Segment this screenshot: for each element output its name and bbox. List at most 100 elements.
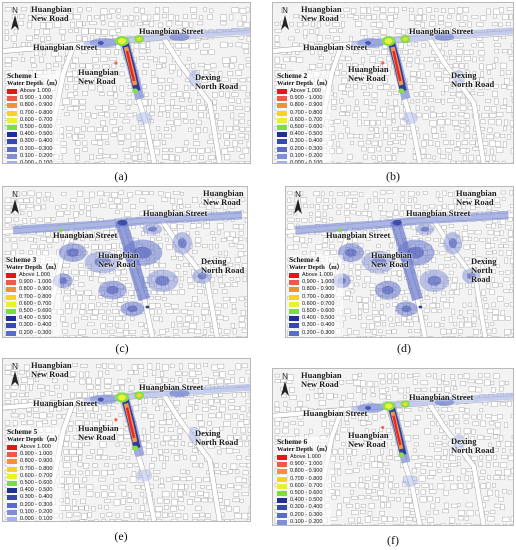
water-depth-layer bbox=[83, 27, 250, 124]
legend-swatch bbox=[6, 287, 16, 293]
legend-swatch bbox=[289, 316, 299, 322]
legend-item-label: 0.800 - 0.900 bbox=[20, 102, 53, 109]
legend-item: 0.600 - 0.700 bbox=[277, 117, 331, 124]
legend-item-label: 0.500 - 0.600 bbox=[290, 123, 323, 130]
label-huangbian-new-road-top: Huangbian New Road bbox=[301, 4, 342, 23]
legend-item-label: 0.500 - 0.600 bbox=[20, 123, 53, 130]
legend-swatch bbox=[7, 488, 17, 494]
north-arrow-icon: N bbox=[8, 190, 22, 216]
legend-swatch bbox=[277, 153, 287, 159]
legend-swatch bbox=[7, 103, 17, 109]
caption-f: (f) bbox=[387, 533, 399, 547]
legend-item: 0.300 - 0.400 bbox=[289, 322, 343, 329]
legend-item: 0.700 - 0.800 bbox=[6, 294, 60, 301]
legend-swatch bbox=[7, 473, 17, 479]
legend-item-label: 0.000 - 0.100 bbox=[20, 515, 53, 522]
legend-item-label: 0.400 - 0.500 bbox=[20, 487, 53, 494]
legend-swatch bbox=[277, 125, 287, 131]
label-huangbian-street-left: Huangbian Street bbox=[33, 42, 98, 52]
legend-item-label: 0.700 - 0.800 bbox=[290, 109, 323, 116]
legend-item: 0.600 - 0.700 bbox=[289, 301, 343, 308]
legend-item-label: 0.100 - 0.200 bbox=[20, 152, 53, 159]
legend-swatch bbox=[277, 491, 287, 497]
legend-item: 0.900 - 1.000 bbox=[6, 279, 60, 286]
label-huangbian-new-road: Huangbian New Road bbox=[371, 250, 412, 269]
legend-swatch bbox=[7, 132, 17, 138]
scheme-label: Scheme 2 bbox=[277, 71, 308, 80]
legend-item-label: 0.700 - 0.800 bbox=[20, 109, 53, 116]
legend-item-label: 0.500 - 0.600 bbox=[290, 489, 323, 496]
legend-item-label: 0.100 - 0.200 bbox=[20, 508, 53, 515]
label-huangbian-new-road: Huangbian New Road bbox=[78, 67, 119, 86]
legend-item: 0.400 - 0.500 bbox=[277, 497, 331, 504]
map-panel-scheme-5: N Huangbian New Road Huangbian Street Huang… bbox=[2, 358, 251, 522]
legend-swatch bbox=[277, 96, 287, 102]
label-huangbian-street-left: Huangbian Street bbox=[303, 42, 368, 52]
legend-swatch bbox=[6, 330, 16, 336]
legend-swatch bbox=[277, 160, 287, 163]
legend-swatch bbox=[289, 280, 299, 286]
legend-item-label: 0.100 - 0.200 bbox=[19, 337, 51, 338]
legend-item: 0.500 - 0.600 bbox=[6, 308, 60, 315]
legend-item: 0.200 - 0.300 bbox=[7, 146, 61, 153]
legend-swatch bbox=[7, 110, 17, 116]
scheme-label: Scheme 3 bbox=[6, 255, 37, 264]
legend-item-label: 0.900 - 1.000 bbox=[20, 451, 53, 458]
map-panel-scheme-6: N Huangbian New Road Huangbian Street Huang… bbox=[272, 368, 514, 526]
north-arrow-icon: N bbox=[8, 6, 22, 32]
label-huangbian-street-right: Huangbian Street bbox=[139, 26, 204, 36]
north-label: N bbox=[295, 190, 301, 199]
map-panel-scheme-2: N Huangbian New Road Huangbian Street Huang… bbox=[272, 2, 514, 164]
legend-item: 0.100 - 0.200 bbox=[289, 337, 343, 338]
legend-swatch bbox=[6, 273, 16, 279]
scheme-label: Scheme 4 bbox=[289, 255, 320, 264]
legend-swatch bbox=[7, 96, 17, 102]
legend-item-label: 0.300 - 0.400 bbox=[302, 322, 335, 329]
label-dexing-north-road: Dexing North Road bbox=[451, 436, 495, 455]
legend-item: 0.700 - 0.800 bbox=[7, 466, 61, 473]
water-depth-legend: Scheme 1 Water Depth（m） Above 1.000 0.900 -… bbox=[7, 71, 62, 163]
legend-item-label: Above 1.000 bbox=[19, 272, 50, 278]
legend-swatch bbox=[6, 294, 16, 300]
legend-swatch bbox=[7, 516, 17, 521]
water-depth-legend: Scheme 5 Water Depth（m） Above 1.000 0.900 -… bbox=[7, 427, 62, 522]
legend-item-label: 0.700 - 0.800 bbox=[302, 293, 335, 300]
legend-swatch bbox=[7, 117, 17, 123]
legend-item: 0.200 - 0.300 bbox=[277, 146, 331, 153]
legend-item: 0.800 - 0.900 bbox=[7, 102, 61, 109]
legend-item: 0.900 - 1.000 bbox=[277, 461, 331, 468]
legend-item-label: 0.500 - 0.600 bbox=[302, 307, 335, 314]
legend-swatch bbox=[7, 125, 17, 131]
legend-item: 0.900 - 1.000 bbox=[277, 95, 331, 102]
legend-swatch bbox=[277, 476, 287, 482]
scheme-label: Scheme 1 bbox=[7, 71, 38, 80]
legend-item-label: Above 1.000 bbox=[20, 88, 51, 94]
water-depth-layer bbox=[83, 383, 250, 482]
scheme-label: Scheme 5 bbox=[7, 427, 38, 436]
caption-e: (e) bbox=[114, 529, 128, 543]
legend-item-label: 0.500 - 0.600 bbox=[20, 479, 53, 486]
legend-item: 0.500 - 0.600 bbox=[7, 480, 61, 487]
legend-item-label: Above 1.000 bbox=[290, 454, 321, 460]
water-depth-layer bbox=[350, 392, 513, 487]
north-arrow-icon: N bbox=[8, 362, 22, 388]
legend-item: 0.600 - 0.700 bbox=[6, 301, 60, 308]
legend-swatch bbox=[7, 160, 17, 163]
legend-swatch bbox=[277, 469, 287, 475]
legend-item-label: 0.200 - 0.300 bbox=[290, 511, 323, 518]
legend-swatch bbox=[7, 452, 17, 458]
label-huangbian-new-road: Huangbian New Road bbox=[78, 423, 119, 442]
legend-item: 0.100 - 0.200 bbox=[6, 337, 60, 338]
legend-swatch bbox=[6, 323, 16, 329]
legend-item-label: Above 1.000 bbox=[302, 272, 333, 278]
legend-item: 0.900 - 1.000 bbox=[7, 451, 61, 458]
label-dexing-north-road: Dexing North Road bbox=[195, 428, 239, 447]
legend-swatch bbox=[7, 481, 17, 487]
legend-item: 0.100 - 0.200 bbox=[277, 519, 331, 525]
map-panel-scheme-1: N Huangbian New Road Huangbian Street Huang… bbox=[2, 2, 251, 164]
legend-item-label: 0.600 - 0.700 bbox=[19, 300, 52, 307]
legend-swatch bbox=[6, 301, 16, 307]
legend-item: Above 1.000 bbox=[289, 272, 343, 279]
legend-swatch bbox=[7, 139, 17, 145]
legend-item-label: 0.700 - 0.800 bbox=[290, 475, 323, 482]
